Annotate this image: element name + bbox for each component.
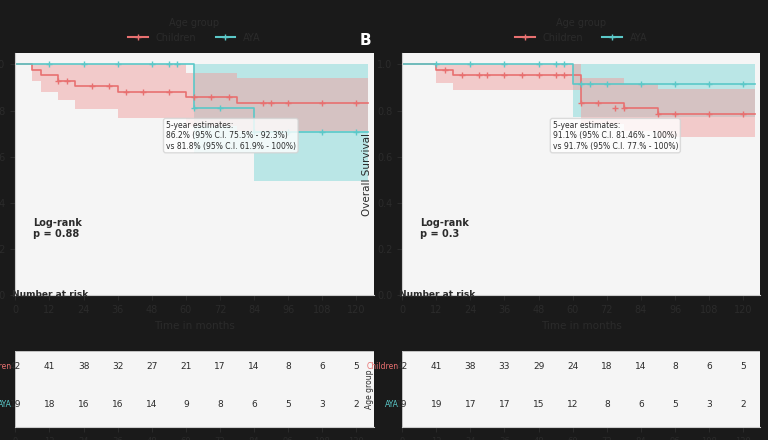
Text: 42: 42 [396, 362, 408, 370]
Text: 41: 41 [431, 362, 442, 370]
Text: 8: 8 [217, 400, 223, 409]
Text: 9: 9 [183, 400, 189, 409]
Text: 2: 2 [353, 400, 359, 409]
Text: 12: 12 [567, 400, 578, 409]
Text: 16: 16 [112, 400, 124, 409]
Text: 21: 21 [180, 362, 191, 370]
X-axis label: Time in months: Time in months [154, 321, 235, 330]
Text: 32: 32 [112, 362, 124, 370]
Text: 5: 5 [672, 400, 678, 409]
Text: 5-year estimates:
86.2% (95% C.I. 75.5% - 92.3%)
vs 81.8% (95% C.I. 61.9% - 100%: 5-year estimates: 86.2% (95% C.I. 75.5% … [166, 121, 296, 150]
Text: 42: 42 [10, 362, 21, 370]
Text: 5: 5 [286, 400, 291, 409]
Text: Children: Children [0, 362, 12, 370]
Text: AYA: AYA [0, 400, 12, 409]
Text: 33: 33 [498, 362, 510, 370]
X-axis label: Time in months: Time in months [541, 321, 621, 330]
Text: 41: 41 [44, 362, 55, 370]
Text: 6: 6 [707, 362, 712, 370]
Text: 38: 38 [78, 362, 89, 370]
Text: 3: 3 [319, 400, 325, 409]
Y-axis label: Overall Survival: Overall Survival [362, 132, 372, 216]
Text: 29: 29 [533, 362, 545, 370]
Text: 19: 19 [431, 400, 442, 409]
Text: 18: 18 [601, 362, 613, 370]
Text: 17: 17 [214, 362, 226, 370]
Text: Children: Children [366, 362, 399, 370]
Text: 17: 17 [465, 400, 476, 409]
Text: 5-year estimates:
91.1% (95% C.I. 81.46% - 100%)
vs 91.7% (95% C.I. 77.% - 100%): 5-year estimates: 91.1% (95% C.I. 81.46%… [553, 121, 678, 150]
Text: 6: 6 [638, 400, 644, 409]
Text: 5: 5 [740, 362, 746, 370]
Text: 8: 8 [604, 400, 610, 409]
Text: Log-rank
p = 0.3: Log-rank p = 0.3 [420, 218, 469, 239]
Text: 19: 19 [396, 400, 408, 409]
Text: 16: 16 [78, 400, 89, 409]
Text: 24: 24 [567, 362, 578, 370]
Text: Log-rank
p = 0.88: Log-rank p = 0.88 [33, 218, 82, 239]
Text: B: B [359, 33, 371, 48]
Text: Number at risk: Number at risk [399, 290, 475, 299]
Text: 19: 19 [10, 400, 21, 409]
Text: 6: 6 [251, 400, 257, 409]
Text: 15: 15 [533, 400, 545, 409]
Text: 5: 5 [353, 362, 359, 370]
Text: 8: 8 [672, 362, 678, 370]
Text: 3: 3 [707, 400, 712, 409]
Text: 8: 8 [286, 362, 291, 370]
Text: 27: 27 [146, 362, 157, 370]
Text: 14: 14 [146, 400, 157, 409]
Text: 38: 38 [465, 362, 476, 370]
Text: 14: 14 [635, 362, 647, 370]
Legend: Children, AYA: Children, AYA [511, 14, 651, 47]
Text: AYA: AYA [385, 400, 399, 409]
Legend: Children, AYA: Children, AYA [124, 14, 264, 47]
Text: 18: 18 [44, 400, 55, 409]
Text: 2: 2 [740, 400, 746, 409]
Text: 14: 14 [248, 362, 260, 370]
Text: Number at risk: Number at risk [12, 290, 88, 299]
Text: 6: 6 [319, 362, 325, 370]
Text: 17: 17 [498, 400, 510, 409]
Text: Age group: Age group [366, 369, 375, 409]
